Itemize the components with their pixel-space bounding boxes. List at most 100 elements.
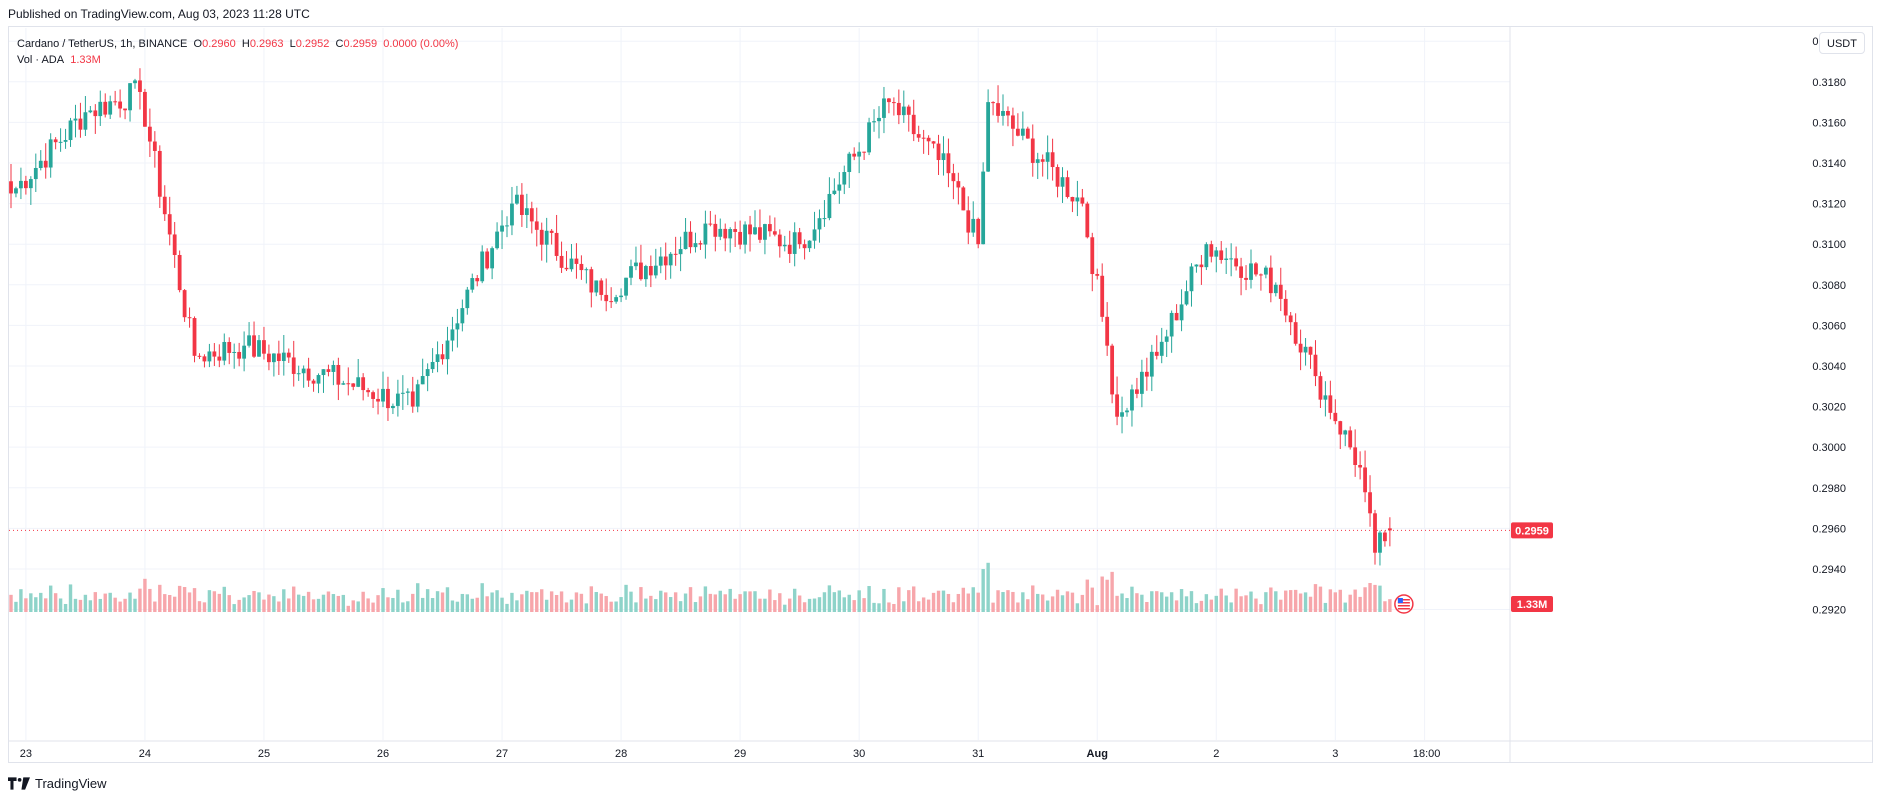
x-tick-label: 30 [853, 748, 865, 760]
candle-body [1035, 159, 1040, 163]
candle-body [68, 120, 73, 141]
currency-button[interactable]: USDT [1819, 32, 1865, 54]
volume-bar [1264, 592, 1268, 612]
candle-body [281, 352, 286, 362]
candle-body [480, 251, 485, 282]
volume-bar [668, 597, 673, 612]
candle-body [951, 173, 956, 182]
volume-bar [1164, 596, 1169, 612]
chart-frame [8, 26, 1873, 763]
volume-bar [961, 587, 966, 612]
volume-bar [659, 590, 663, 612]
candle-body [63, 140, 68, 142]
candle-body [1164, 336, 1169, 342]
volume-bar [197, 601, 202, 612]
volume-bar [445, 587, 450, 612]
published-note: Published on TradingView.com, Aug 03, 20… [8, 7, 310, 21]
candle-body [812, 229, 817, 241]
candle-body [152, 141, 157, 151]
volume-bar [971, 587, 975, 612]
volume-bar [738, 594, 742, 612]
volume-bar [589, 586, 594, 612]
candle-body [1273, 284, 1278, 294]
volume-bar [515, 600, 519, 612]
symbol-title[interactable]: Cardano / TetherUS, 1h, BINANCE [17, 38, 188, 50]
volume-bar [1288, 590, 1293, 612]
volume-bar [530, 592, 534, 612]
y-tick-label: 0.2960 [1812, 523, 1846, 535]
open-value: 0.2960 [202, 38, 236, 50]
candle-body [1080, 197, 1085, 204]
candle-body [1293, 322, 1298, 344]
volume-bar [237, 599, 241, 612]
candle-body [976, 218, 981, 245]
volume-bar [1011, 591, 1015, 612]
candle-body [133, 80, 137, 84]
candle-body [450, 329, 455, 341]
volume-bar [862, 598, 866, 612]
volume-bar [1348, 594, 1352, 612]
close-label: C [335, 38, 344, 50]
candle-body [564, 267, 569, 270]
volume-bar [797, 595, 802, 612]
volume-bar [1150, 591, 1154, 612]
volume-bar [733, 598, 737, 612]
volume-bar [1298, 593, 1303, 612]
volume-bar [1085, 579, 1090, 612]
volume-bar [812, 598, 817, 612]
candle-body [986, 102, 991, 172]
volume-bar [599, 593, 603, 612]
volume-bar [118, 601, 122, 612]
volume-bar [579, 593, 584, 612]
volume-bar [1234, 588, 1238, 612]
candle-body [758, 227, 762, 240]
volume-bar [986, 562, 990, 612]
volume-bar [1184, 596, 1189, 612]
volume-label[interactable]: Vol · ADA [17, 54, 65, 66]
candle-body [648, 266, 653, 276]
volume-bar [703, 586, 708, 612]
candle-body [1179, 304, 1184, 321]
volume-bar [1343, 602, 1347, 612]
candle-body [1015, 128, 1020, 136]
candle-body [882, 98, 886, 118]
candle-body [703, 223, 708, 245]
candle-body [1174, 312, 1179, 321]
volume-bar [887, 602, 891, 612]
candle-body [1011, 115, 1015, 129]
volume-bar [867, 586, 871, 612]
candle-body [1139, 371, 1144, 394]
volume-bar [792, 588, 797, 612]
volume-bar [594, 591, 598, 612]
candle-body [723, 228, 728, 239]
volume-bar [272, 596, 276, 612]
candle-body [331, 364, 336, 372]
candle-body [926, 137, 931, 142]
candle-body [743, 224, 747, 245]
volume-bar [1169, 592, 1174, 612]
volume-bar [34, 597, 38, 612]
volume-bar [1279, 599, 1283, 612]
us-flag-canton [1397, 598, 1403, 603]
candle-body [1130, 389, 1134, 411]
candle-body [599, 280, 604, 295]
candle-body [609, 301, 614, 303]
candle-body [544, 230, 549, 245]
candle-body [678, 249, 683, 255]
price-legend-row: Cardano / TetherUS, 1h, BINANCE O0.2960 … [17, 36, 458, 52]
x-tick-label: 26 [377, 748, 389, 760]
candle-body [1055, 167, 1060, 187]
candle-body [1105, 316, 1110, 346]
volume-bar [495, 590, 499, 612]
candle-body [1313, 354, 1318, 377]
candle-body [262, 340, 266, 354]
candle-body [1184, 291, 1189, 305]
candle-body [519, 194, 524, 215]
volume-bar [936, 590, 941, 612]
candle-body [108, 101, 113, 115]
candle-body [123, 108, 127, 111]
candle-body [58, 141, 63, 143]
volume-bar [1060, 595, 1065, 612]
volume-bar [411, 593, 415, 612]
